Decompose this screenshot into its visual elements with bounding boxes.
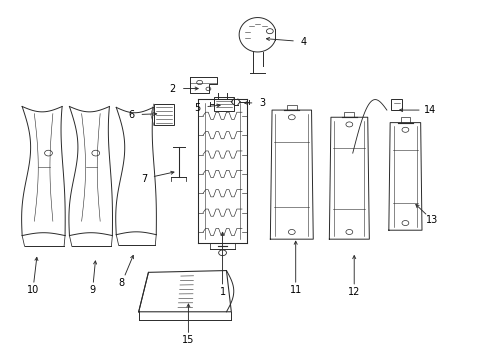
Bar (344, 112, 353, 117)
Text: 1: 1 (219, 287, 225, 297)
Text: 11: 11 (289, 285, 301, 295)
Bar (390, 99, 402, 110)
Text: 2: 2 (169, 84, 176, 94)
Bar (400, 117, 409, 123)
Text: 3: 3 (259, 98, 265, 108)
Bar (154, 104, 174, 126)
Text: 5: 5 (194, 103, 200, 113)
Text: 13: 13 (426, 215, 438, 225)
Text: 10: 10 (27, 285, 39, 295)
Text: 7: 7 (141, 174, 147, 184)
Text: 8: 8 (119, 278, 125, 288)
Text: 6: 6 (128, 110, 134, 120)
Bar (213, 97, 234, 111)
Text: 9: 9 (89, 285, 96, 295)
Text: 12: 12 (347, 287, 360, 297)
Text: 15: 15 (182, 335, 194, 345)
Text: 4: 4 (300, 37, 306, 47)
Text: 14: 14 (423, 105, 435, 115)
Bar (286, 105, 296, 110)
